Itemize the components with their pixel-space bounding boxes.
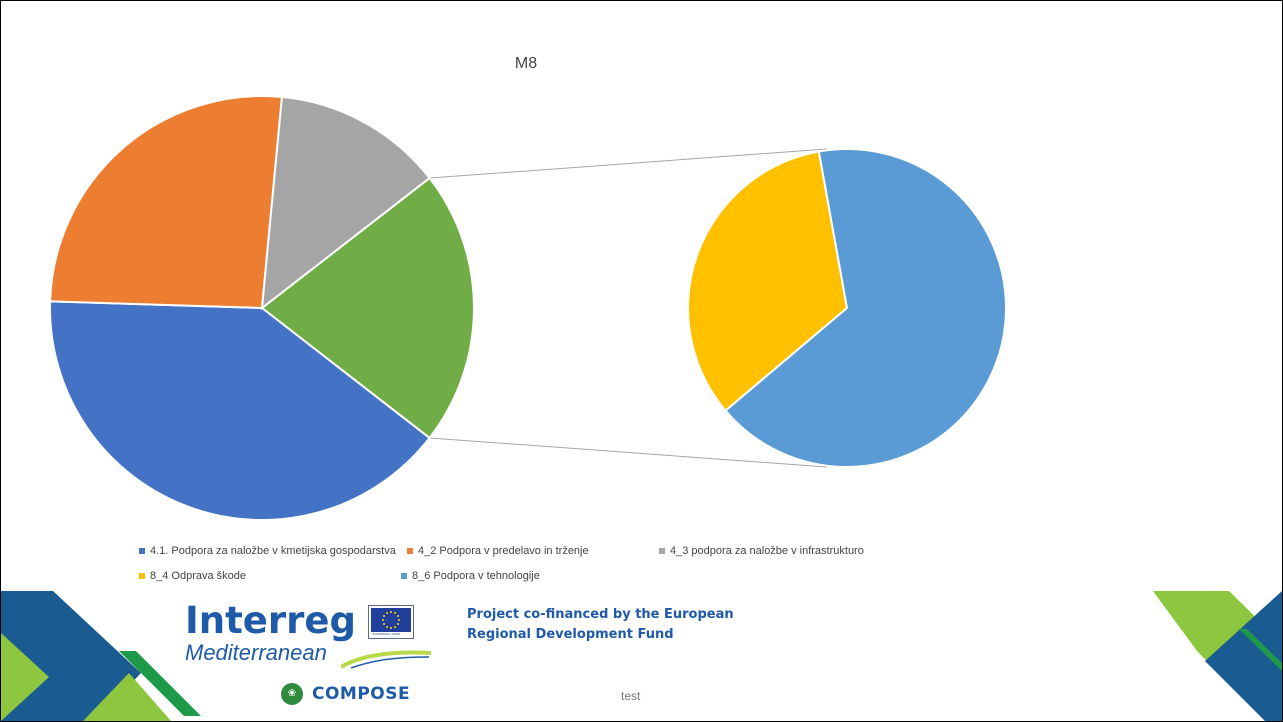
compose-leaf-icon: ❀: [281, 683, 303, 705]
legend-swatch: [139, 573, 145, 579]
funding-statement: Project co-financed by the European Regi…: [467, 605, 787, 645]
eu-flag-icon: EUROPEAN UNION: [368, 605, 414, 639]
footer-banner: Interreg EUROPEAN UNION Mediterranean: [1, 591, 1282, 721]
legend-item: 4.1. Podpora za naložbe v kmetijska gosp…: [139, 544, 407, 558]
legend-label: 4_3 podpora za naložbe v infrastrukturo: [670, 545, 864, 557]
chart-legend: 4.1. Podpora za naložbe v kmetijska gosp…: [139, 544, 899, 594]
right-chevron-decoration: [1153, 591, 1282, 721]
legend-label: 4_2 Podpora v predelavo in trženje: [418, 545, 589, 557]
legend-swatch: [407, 548, 413, 554]
pie-slice-other: [260, 176, 475, 440]
legend-swatch: [659, 548, 665, 554]
left-chevron-decoration: [1, 591, 201, 721]
interreg-logo: Interreg: [185, 599, 356, 642]
pie-of-pie-chart: [49, 95, 1007, 522]
legend-item: 8_6 Podpora v tehnologije: [401, 569, 540, 583]
legend-label: 8_4 Odprava škode: [150, 570, 247, 582]
legend-swatch: [401, 573, 407, 579]
chart-title: M8: [514, 55, 538, 72]
compose-logo-text: COMPOSE: [312, 684, 411, 704]
pie-slice-primary-0: [49, 300, 431, 522]
pie-slice-primary-1: [49, 95, 284, 310]
legend-row: 4.1. Podpora za naložbe v kmetijska gosp…: [139, 544, 899, 558]
footer-note: test: [621, 689, 641, 703]
legend-item: 4_3 podpora za naložbe v infrastrukturo: [659, 544, 864, 558]
eu-label: EUROPEAN UNION: [373, 632, 401, 636]
connector-line-top: [429, 148, 828, 179]
legend-row: 8_4 Odprava škode 8_6 Podpora v tehnolog…: [139, 569, 899, 583]
mediterranean-logo-text: Mediterranean: [185, 640, 327, 665]
legend-label: 4.1. Podpora za naložbe v kmetijska gosp…: [150, 545, 396, 557]
eu-stars-icon: [382, 611, 400, 629]
compose-logo: ❀ COMPOSE: [281, 683, 410, 705]
pie-slice-secondary-0: [687, 150, 849, 413]
eu-flag-field: [371, 608, 411, 632]
legend-item: 8_4 Odprava škode: [139, 569, 401, 583]
legend-item: 4_2 Podpora v predelavo in trženje: [407, 544, 659, 558]
legend-swatch: [139, 548, 145, 554]
pie-slice-secondary-1: [724, 148, 1007, 468]
pie-slice-primary-2: [260, 95, 431, 311]
legend-label: 8_6 Podpora v tehnologije: [412, 570, 540, 582]
funding-line-2: Regional Development Fund: [467, 627, 674, 642]
connector-line-bottom: [429, 437, 828, 468]
mediterranean-wave-decoration: [341, 650, 431, 669]
funding-line-1: Project co-financed by the European: [467, 607, 734, 622]
